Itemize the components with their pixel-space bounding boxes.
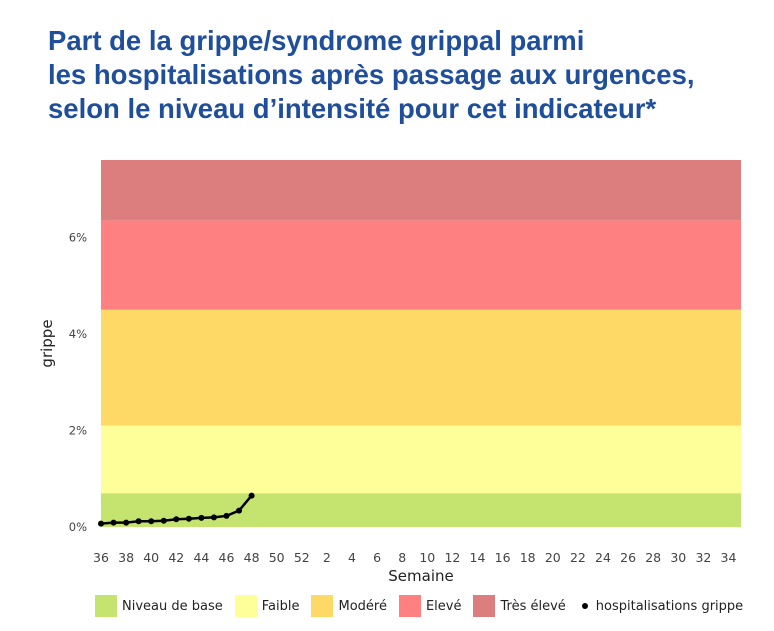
data-point bbox=[185, 515, 192, 522]
x-tick-label: 6 bbox=[373, 550, 381, 565]
legend-label: Elevé bbox=[425, 598, 462, 614]
x-tick-label: 16 bbox=[495, 550, 511, 565]
band-0 bbox=[101, 493, 741, 527]
band-2 bbox=[101, 309, 741, 426]
x-tick-label: 26 bbox=[620, 550, 636, 565]
legend-item: Faible bbox=[234, 595, 300, 617]
data-point bbox=[236, 507, 243, 514]
y-tick-label: 0% bbox=[69, 520, 87, 534]
legend-swatch bbox=[473, 595, 496, 617]
data-point bbox=[210, 514, 217, 521]
x-tick-label: 46 bbox=[219, 550, 235, 565]
y-tick-label: 6% bbox=[69, 230, 87, 244]
title-line-2: les hospitalisations après passage aux u… bbox=[48, 59, 695, 90]
x-tick-label: 28 bbox=[645, 550, 661, 565]
y-tick-label: 4% bbox=[69, 327, 87, 341]
x-tick-label: 2 bbox=[323, 550, 331, 565]
x-tick-label: 10 bbox=[419, 550, 435, 565]
x-tick-label: 20 bbox=[545, 550, 561, 565]
legend-label: Faible bbox=[261, 598, 300, 614]
x-tick-label: 42 bbox=[168, 550, 184, 565]
x-tick-label: 22 bbox=[570, 550, 586, 565]
y-axis-label: grippe bbox=[38, 319, 56, 367]
x-tick-label: 24 bbox=[595, 550, 611, 565]
x-tick-label: 52 bbox=[294, 550, 310, 565]
y-tick-label: 2% bbox=[69, 423, 87, 437]
band-3 bbox=[101, 220, 741, 310]
data-point bbox=[160, 517, 167, 524]
title-line-3: selon le niveau d’intensité pour cet ind… bbox=[48, 93, 657, 124]
x-tick-label: 34 bbox=[721, 550, 737, 565]
x-tick-label: 18 bbox=[520, 550, 536, 565]
band-1 bbox=[101, 425, 741, 494]
legend-label: Niveau de base bbox=[122, 598, 223, 614]
data-point bbox=[135, 518, 142, 525]
x-tick-label: 8 bbox=[398, 550, 406, 565]
legend-dot bbox=[581, 603, 588, 609]
legend-swatch bbox=[398, 595, 421, 617]
legend-item: Modéré bbox=[311, 595, 387, 617]
x-tick-label: 32 bbox=[695, 550, 711, 565]
legend-swatch bbox=[95, 595, 117, 617]
band-4 bbox=[101, 160, 741, 221]
data-point bbox=[123, 519, 130, 526]
x-tick-label: 14 bbox=[470, 550, 486, 565]
legend: Niveau de base Faible Modéré Elevé Très élev… bbox=[95, 594, 755, 618]
data-point bbox=[198, 514, 205, 521]
legend-label: Modéré bbox=[338, 598, 387, 614]
title-line-1: Part de la grippe/syndrome grippal parmi bbox=[48, 25, 585, 56]
legend-item: Très élevé bbox=[473, 595, 566, 617]
x-tick-label: 30 bbox=[670, 550, 686, 565]
x-tick-label: 44 bbox=[193, 550, 209, 565]
legend-swatch bbox=[234, 595, 257, 617]
chart-title: Part de la grippe/syndrome grippal parmi… bbox=[48, 24, 768, 126]
x-tick-label: 36 bbox=[93, 550, 109, 565]
legend-item: Elevé bbox=[398, 595, 462, 617]
data-point bbox=[148, 518, 155, 525]
x-tick-label: 50 bbox=[269, 550, 285, 565]
legend-swatch bbox=[311, 595, 334, 617]
x-tick-label: 40 bbox=[143, 550, 159, 565]
data-point bbox=[110, 519, 117, 526]
x-tick-label: 12 bbox=[444, 550, 460, 565]
x-tick-label: 38 bbox=[118, 550, 134, 565]
legend-item: hospitalisations grippe bbox=[578, 599, 743, 614]
data-point bbox=[223, 512, 230, 519]
legend-item: Niveau de base bbox=[95, 595, 223, 617]
data-point bbox=[248, 492, 255, 499]
legend-label: hospitalisations grippe bbox=[595, 598, 744, 614]
x-tick-label: 48 bbox=[244, 550, 260, 565]
chart: 0%2%4%6%36 38 40 42 44 46 48 50 52 2 4 6 8 10 12 14 16 18… bbox=[38, 160, 741, 585]
x-axis-label: Semaine bbox=[388, 567, 453, 585]
data-point bbox=[98, 520, 104, 527]
legend-label: Très élevé bbox=[500, 598, 566, 614]
data-point bbox=[173, 516, 180, 523]
x-tick-label: 4 bbox=[348, 550, 356, 565]
